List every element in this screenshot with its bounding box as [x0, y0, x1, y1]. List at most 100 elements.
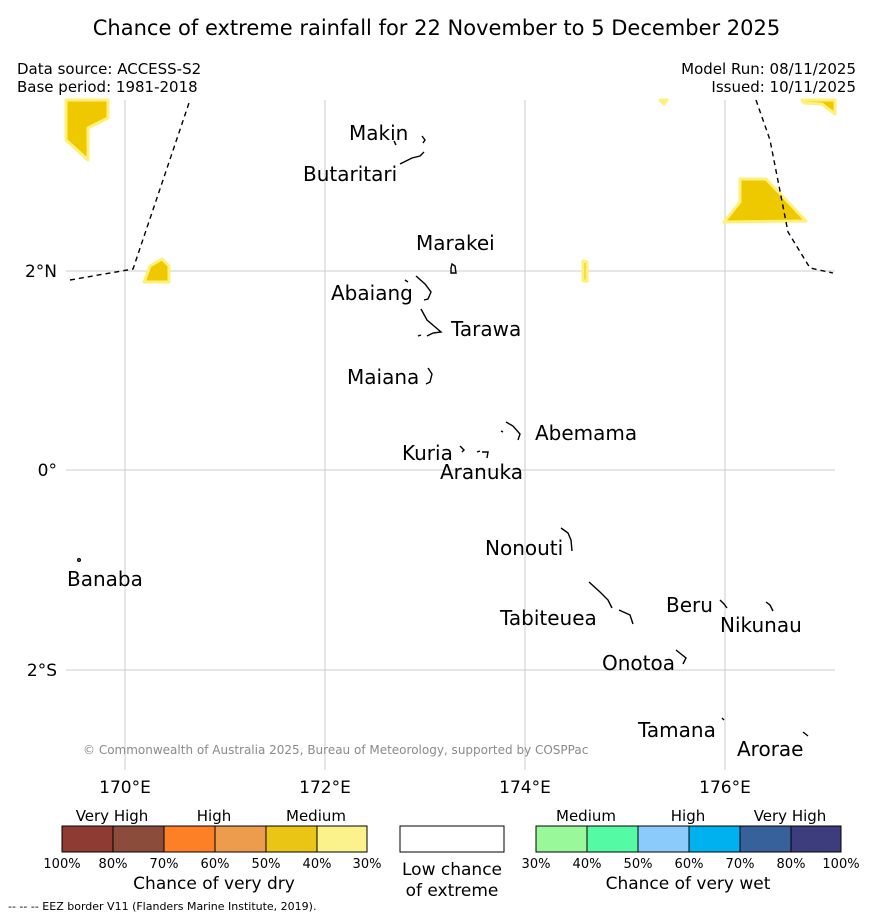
- wet-swatch-2: [586, 825, 639, 853]
- low-chance-line1: Low chance: [402, 860, 502, 880]
- eez-legend-footer: -- -- -- EEZ border V11 (Flanders Marine…: [8, 900, 317, 913]
- place-labels: Makin Butaritari Marakei Abaiang Tarawa …: [67, 121, 803, 761]
- gridlines: [66, 100, 835, 770]
- dry-colorbar: Very High High Medium 100% 80% 70% 60% 5…: [43, 807, 381, 894]
- wet-swatch-1: [535, 825, 588, 853]
- island-abaiang: [415, 275, 432, 301]
- label-beru: Beru: [666, 593, 713, 617]
- dry-header-high: High: [197, 807, 231, 825]
- island-tarawa: [420, 308, 443, 337]
- data-source: Data source: ACCESS-S2: [17, 60, 202, 78]
- island-makin: [421, 135, 426, 144]
- lat-tick-0: 0°: [38, 461, 57, 481]
- wet-tick-6: 80%: [777, 857, 806, 872]
- dry-tick-6: 40%: [303, 857, 332, 872]
- dry-tick-1: 100%: [43, 857, 80, 872]
- island-nonouti: [560, 527, 573, 552]
- wet-tick-2: 40%: [573, 857, 602, 872]
- low-chance-line2: of extreme: [406, 881, 499, 901]
- copyright-text: © Commonwealth of Australia 2025, Bureau…: [83, 743, 588, 757]
- label-abemama: Abemama: [535, 421, 637, 445]
- wet-swatch-3: [637, 825, 690, 853]
- lon-tick-170: 170°E: [99, 778, 151, 798]
- dry-chance-patches: [64, 98, 837, 284]
- island-banaba: [76, 558, 81, 563]
- axis-labels: 2°N 0° 2°S 170°E 172°E 174°E 176°E: [25, 262, 751, 798]
- wet-caption: Chance of very wet: [606, 874, 771, 894]
- island-beru: [719, 599, 728, 609]
- wet-header-very-high: Very High: [754, 807, 827, 825]
- lon-tick-172: 172°E: [299, 778, 351, 798]
- issued-date: Issued: 10/11/2025: [711, 78, 856, 96]
- dry-patch-top: [658, 98, 669, 106]
- label-makin: Makin: [349, 121, 408, 145]
- label-maiana: Maiana: [347, 365, 419, 389]
- dry-swatch-3: [163, 825, 216, 853]
- wet-tick-5: 70%: [726, 857, 755, 872]
- island-nikunau: [765, 601, 774, 612]
- label-tarawa: Tarawa: [450, 317, 521, 341]
- wet-tick-4: 60%: [675, 857, 704, 872]
- dry-patch-northeast: [800, 98, 837, 116]
- meta-right: Model Run: 08/11/2025 Issued: 10/11/2025: [681, 60, 856, 96]
- label-marakei: Marakei: [416, 231, 495, 255]
- dry-header-very-high: Very High: [76, 807, 149, 825]
- dry-header-medium: Medium: [286, 807, 346, 825]
- page-title: Chance of extreme rainfall for 22 Novemb…: [92, 16, 781, 40]
- low-chance-legend: Low chance of extreme: [399, 825, 505, 901]
- model-run: Model Run: 08/11/2025: [681, 60, 856, 78]
- dry-swatch-4: [214, 825, 267, 853]
- dry-patch-east: [722, 177, 808, 224]
- dry-tick-2: 80%: [99, 857, 128, 872]
- label-arorae: Arorae: [737, 737, 803, 761]
- island-butaritari: [399, 151, 425, 165]
- dry-swatch-1: [61, 825, 114, 853]
- dry-tick-7: 30%: [353, 857, 382, 872]
- dry-patch-west: [142, 257, 171, 284]
- lon-tick-174: 174°E: [499, 778, 551, 798]
- label-tamana: Tamana: [637, 718, 716, 742]
- wet-colorbar: Medium High Very High 30% 40% 50% 60% 70…: [522, 807, 860, 894]
- island-outlines: [76, 135, 809, 737]
- island-tabiteuea-south: [618, 609, 634, 625]
- island-aranuka: [482, 451, 489, 459]
- label-banaba: Banaba: [67, 567, 143, 591]
- island-tabiteuea-north: [588, 581, 613, 609]
- wet-swatch-5: [739, 825, 792, 853]
- island-onotoa: [675, 649, 687, 665]
- label-kuria: Kuria: [402, 441, 453, 465]
- dry-tick-5: 50%: [252, 857, 281, 872]
- eez-border: [69, 99, 834, 281]
- island-abemama: [505, 421, 521, 441]
- label-tabiteuea: Tabiteuea: [499, 606, 597, 630]
- label-aranuka: Aranuka: [440, 460, 523, 484]
- dry-swatch-5: [265, 825, 318, 853]
- wet-swatch-6: [790, 825, 842, 853]
- island-maiana: [425, 367, 433, 385]
- dry-swatch-2: [112, 825, 165, 853]
- label-nikunau: Nikunau: [720, 613, 802, 637]
- label-onotoa: Onotoa: [602, 651, 675, 675]
- eez-border-east: [755, 99, 834, 274]
- island-arorae: [802, 731, 809, 737]
- dry-tick-3: 70%: [150, 857, 179, 872]
- dry-tick-4: 60%: [201, 857, 230, 872]
- dry-swatches: [61, 825, 368, 853]
- wet-tick-7: 100%: [822, 857, 859, 872]
- wet-swatches: [535, 825, 842, 853]
- dry-patch-northwest: [64, 98, 110, 162]
- wet-tick-3: 50%: [624, 857, 653, 872]
- label-butaritari: Butaritari: [303, 162, 397, 186]
- wet-header-medium: Medium: [556, 807, 616, 825]
- meta-left: Data source: ACCESS-S2 Base period: 1981…: [17, 60, 201, 96]
- eez-border-west: [69, 99, 191, 281]
- dry-patch-central: [581, 259, 589, 283]
- island-marakei: [450, 262, 457, 274]
- base-period: Base period: 1981-2018: [17, 78, 198, 96]
- lat-tick-2n: 2°N: [25, 262, 57, 282]
- lat-tick-2s: 2°S: [27, 661, 57, 681]
- wet-tick-1: 30%: [522, 857, 551, 872]
- label-nonouti: Nonouti: [485, 536, 563, 560]
- label-abaiang: Abaiang: [331, 281, 413, 305]
